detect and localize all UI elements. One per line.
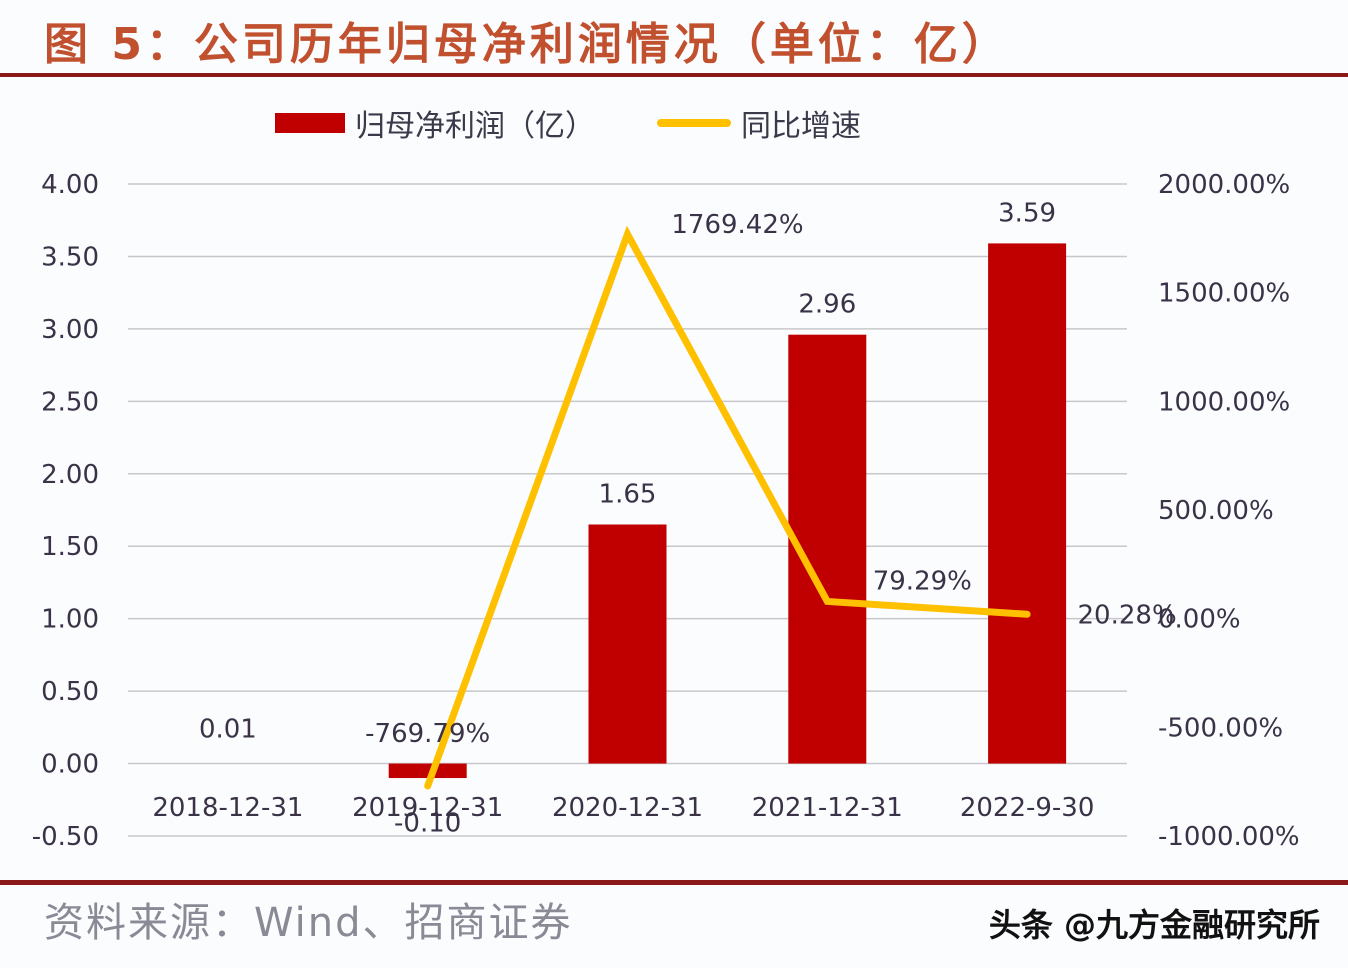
bar (588, 524, 667, 764)
line-value-label: 79.29% (873, 566, 972, 596)
left-axis-tick: 3.00 (41, 315, 99, 345)
bar-value-label: 0.01 (199, 715, 257, 745)
bar (988, 243, 1067, 764)
right-axis-tick: 0.00% (1158, 605, 1241, 635)
legend-label: 归母净利润（亿） (355, 109, 595, 144)
left-axis-tick: 0.00 (41, 750, 99, 780)
left-axis-tick: 2.00 (41, 460, 99, 490)
category-label: 2018-12-31 (152, 793, 303, 823)
category-label: 2020-12-31 (552, 793, 703, 823)
left-axis-tick: 1.50 (41, 532, 99, 562)
right-axis-tick: 1500.00% (1158, 279, 1290, 309)
line-value-label: 1769.42% (671, 210, 803, 240)
left-axis-tick: 2.50 (41, 387, 99, 417)
right-axis-tick: 1000.00% (1158, 387, 1290, 417)
watermark: 头条 @九方金融研究所 (988, 906, 1320, 944)
right-axis-tick: -500.00% (1158, 713, 1283, 743)
category-label: 2019-12-31 (352, 793, 503, 823)
growth-line (424, 225, 1031, 790)
bar-value-label: -0.10 (394, 809, 461, 839)
left-axis-tick: 4.00 (41, 170, 99, 200)
bottom-divider (0, 880, 1348, 885)
line-value-label: -769.79% (365, 719, 490, 749)
left-axis-tick: -0.50 (32, 822, 99, 852)
legend-label: 同比增速 (741, 109, 861, 144)
category-label: 2022-9-30 (960, 793, 1095, 823)
right-axis-tick: 500.00% (1158, 496, 1274, 526)
left-axis-tick: 1.00 (41, 605, 99, 635)
category-label: 2021-12-31 (752, 793, 903, 823)
bar-value-label: 2.96 (798, 290, 856, 320)
bar (388, 763, 467, 779)
line-swatch-icon (657, 119, 731, 127)
bar-swatch-icon (275, 113, 345, 133)
source-note: 资料来源：Wind、招商证券 (44, 900, 573, 946)
chart-title: 图 5：公司历年归母净利润情况（单位：亿） (44, 19, 1010, 70)
bar-value-label: 1.65 (599, 479, 657, 509)
line-value-label: 20.28% (1078, 600, 1177, 630)
legend: 归母净利润（亿） 同比增速 (275, 100, 923, 146)
bar-value-label: 3.59 (998, 198, 1056, 228)
left-axis-tick: 0.50 (41, 677, 99, 707)
right-axis-tick: 2000.00% (1158, 170, 1290, 200)
right-axis-tick: -1000.00% (1158, 822, 1300, 852)
top-divider (0, 73, 1348, 77)
legend-item-profit: 归母净利润（亿） (275, 101, 595, 145)
legend-item-growth: 同比增速 (657, 101, 861, 145)
left-axis-tick: 3.50 (41, 242, 99, 272)
